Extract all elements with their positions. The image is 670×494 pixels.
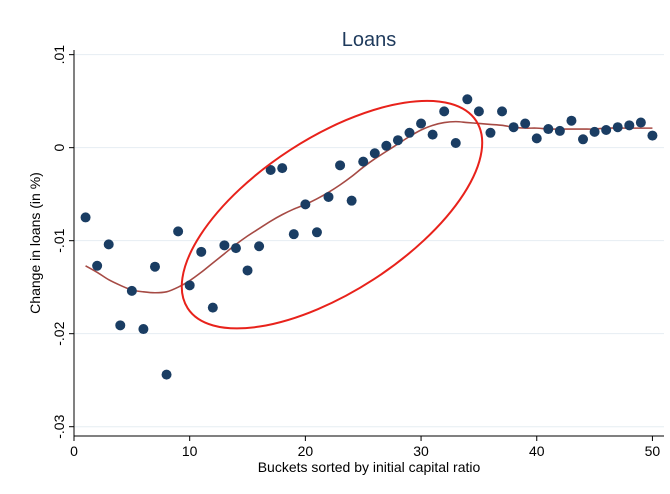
gridlines <box>74 54 664 428</box>
x-tick-label: 50 <box>645 443 661 459</box>
data-point <box>566 115 577 126</box>
x-tick-label: 10 <box>182 443 198 459</box>
x-tick-label: 20 <box>298 443 314 459</box>
data-point <box>485 127 496 138</box>
y-tick-label: -.03 <box>51 414 67 438</box>
axes <box>73 50 664 437</box>
highlight-ellipse <box>180 99 484 330</box>
x-tick-label: 30 <box>413 443 429 459</box>
data-point <box>173 226 184 237</box>
data-point <box>450 138 461 149</box>
y-tick-label: .01 <box>51 45 67 65</box>
data-point <box>242 265 253 276</box>
data-point <box>601 124 612 135</box>
data-point <box>612 122 623 133</box>
y-tick-label: -.02 <box>51 321 67 345</box>
data-point <box>92 260 103 271</box>
data-point <box>520 118 531 129</box>
data-point <box>161 369 172 380</box>
y-tick-label: 0 <box>51 144 67 152</box>
data-point <box>369 148 380 159</box>
x-tick-label: 40 <box>529 443 545 459</box>
y-tick-label: -.01 <box>51 228 67 252</box>
data-point <box>219 240 230 251</box>
data-point <box>184 280 195 291</box>
data-point <box>404 127 415 138</box>
annotation-layer <box>180 99 484 330</box>
data-point <box>589 126 600 137</box>
data-point <box>126 285 137 296</box>
data-point <box>115 320 126 331</box>
data-point <box>497 106 508 117</box>
data-point <box>358 156 369 167</box>
data-point <box>288 229 299 240</box>
data-point <box>531 133 542 144</box>
scatter-points <box>80 94 658 380</box>
data-point <box>624 120 635 131</box>
data-point <box>554 125 565 136</box>
data-point <box>277 163 288 174</box>
chart-title: Loans <box>342 29 397 51</box>
data-point <box>196 246 207 257</box>
data-point <box>300 199 311 210</box>
data-point <box>416 118 427 129</box>
data-point <box>80 212 91 223</box>
data-point <box>103 239 114 250</box>
y-axis-label: Change in loans (in %) <box>27 172 43 314</box>
data-point <box>392 135 403 146</box>
data-point <box>381 140 392 151</box>
data-point <box>473 106 484 117</box>
data-point <box>427 129 438 140</box>
data-point <box>635 117 646 128</box>
data-point <box>149 261 160 272</box>
x-axis-ticks: 0 10 20 30 40 50 <box>70 436 660 459</box>
y-axis-ticks: .01 0 -.01 -.02 -.03 <box>51 45 74 439</box>
data-point <box>543 124 554 135</box>
data-point <box>230 243 241 254</box>
data-point <box>508 122 519 133</box>
x-tick-label: 0 <box>70 443 78 459</box>
data-point <box>439 106 450 117</box>
data-point <box>254 241 265 252</box>
data-point <box>323 191 334 202</box>
data-point <box>647 130 658 141</box>
x-axis-label: Buckets sorted by initial capital ratio <box>258 459 481 475</box>
data-point <box>346 195 357 206</box>
data-point <box>311 227 322 238</box>
data-point <box>462 94 473 105</box>
data-point <box>335 160 346 171</box>
data-point <box>265 164 276 175</box>
data-point <box>207 302 218 313</box>
data-point <box>138 324 149 335</box>
data-point <box>578 134 589 145</box>
